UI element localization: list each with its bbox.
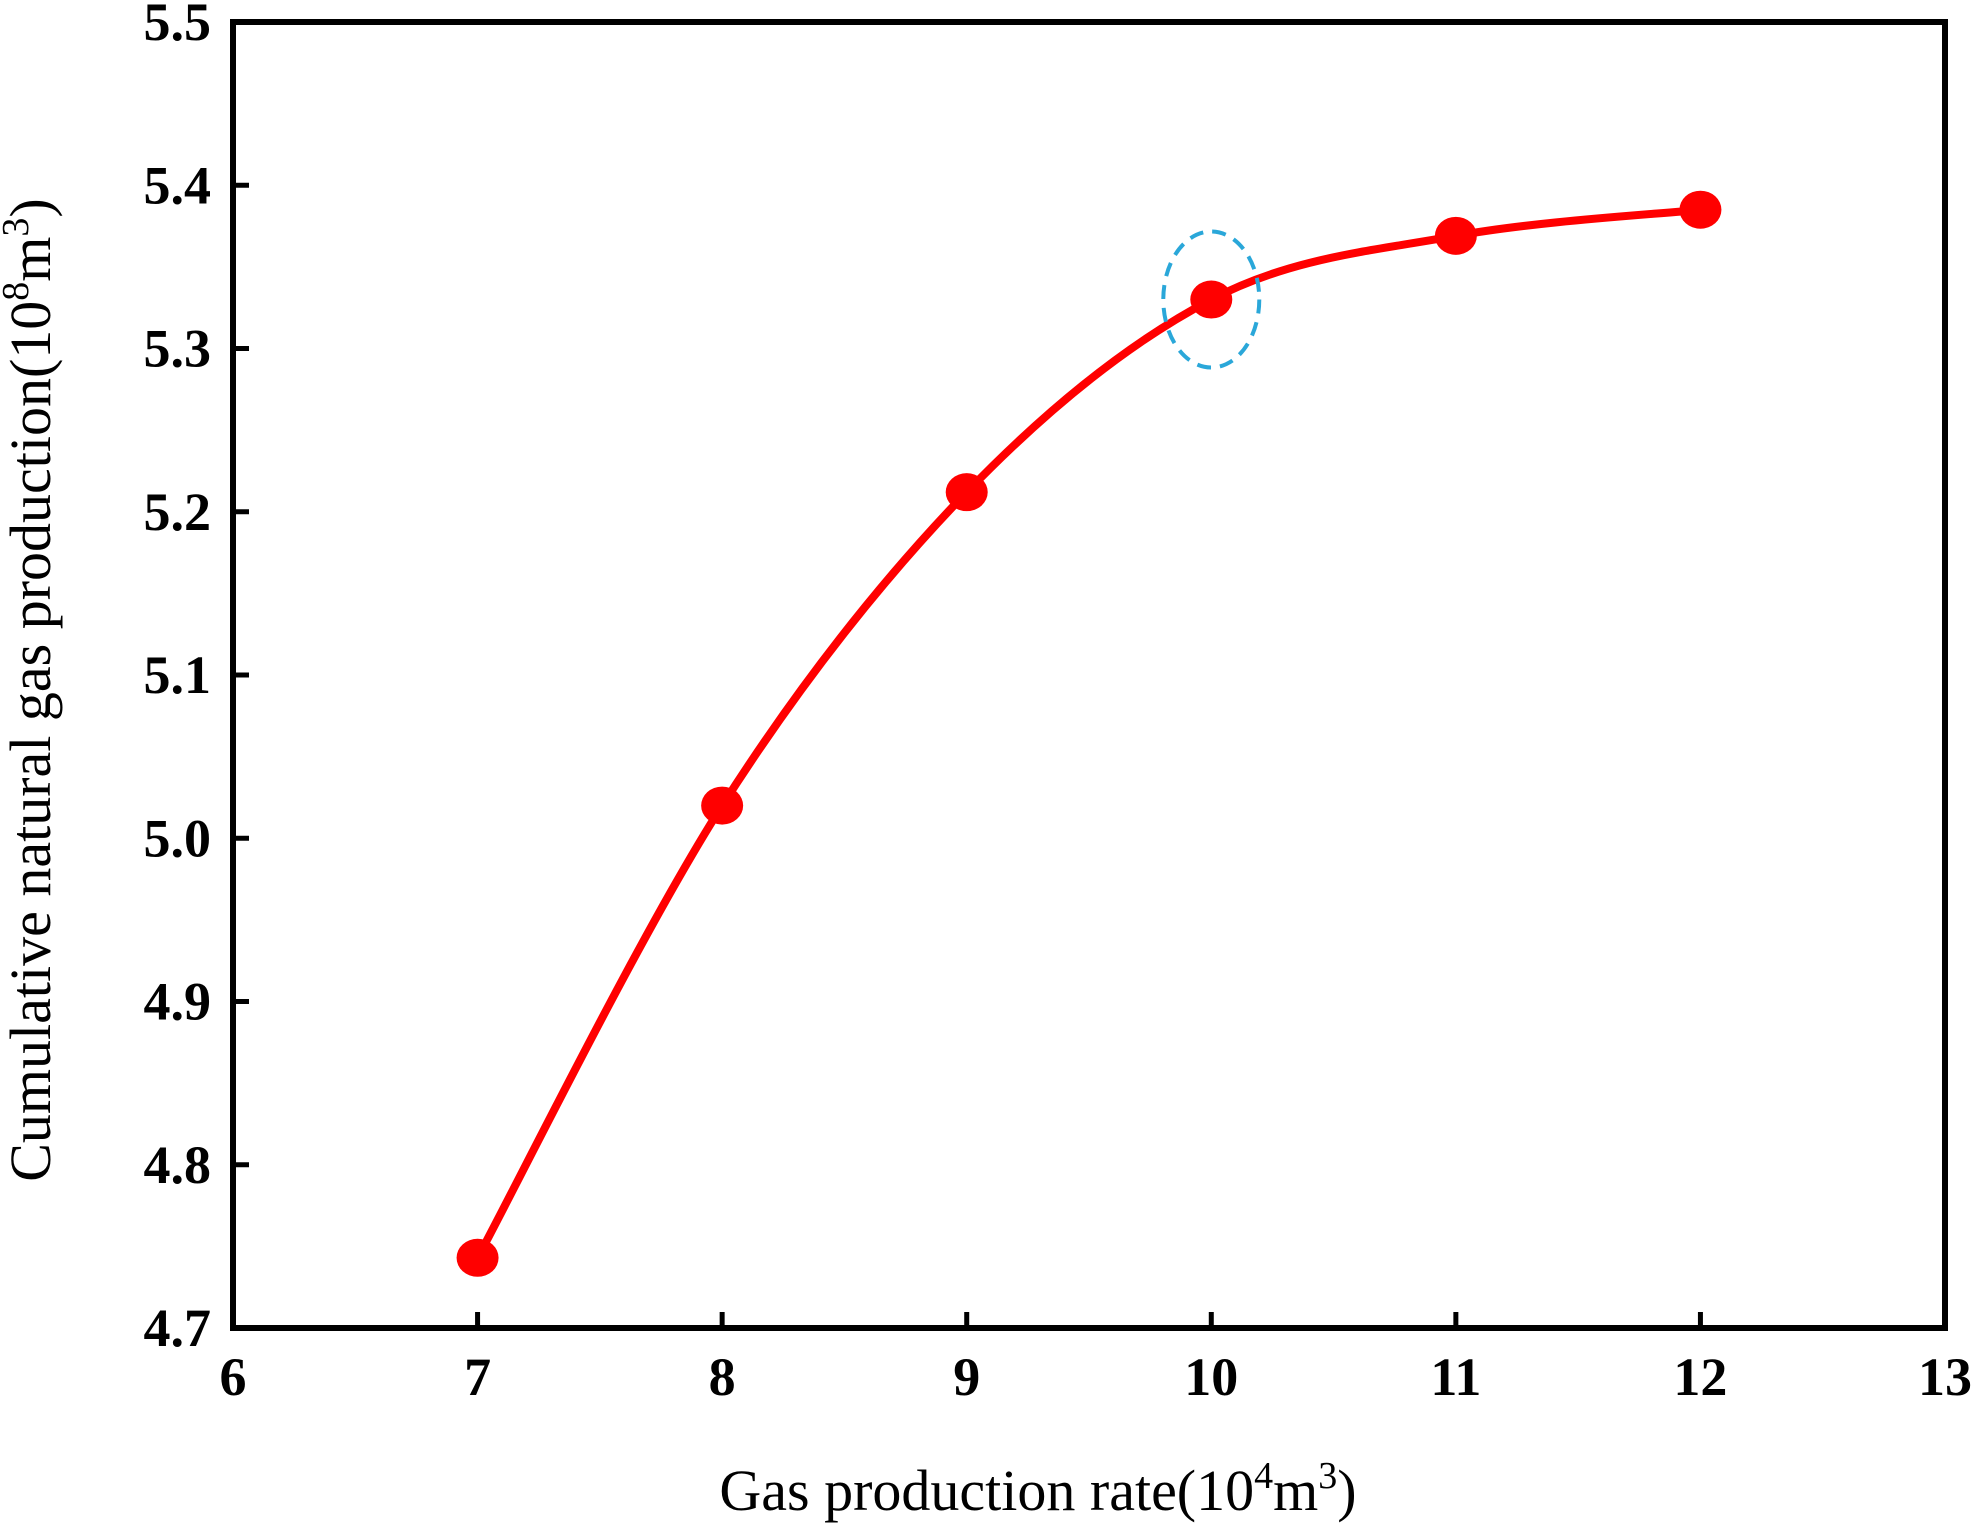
data-point — [1434, 216, 1477, 255]
series-line — [473, 205, 1705, 1262]
x-tick-label: 11 — [1430, 1347, 1481, 1407]
x-tick-label: 9 — [953, 1347, 980, 1407]
x-tick-label: 6 — [220, 1347, 247, 1407]
data-point — [456, 1238, 499, 1277]
data-point — [945, 473, 988, 512]
y-tick-label: 5.4 — [144, 155, 212, 215]
x-axis-label: Gas production rate(104m3) — [719, 1455, 1356, 1523]
y-tick-label: 4.7 — [144, 1298, 212, 1358]
series-layer — [456, 190, 1722, 1277]
y-axis-label: Cumulative natural gas production(108m3) — [0, 198, 63, 1182]
y-tick-label: 5.5 — [144, 0, 212, 52]
axes — [230, 19, 1948, 1331]
y-tick-label: 5.3 — [144, 319, 212, 379]
y-tick-label: 5.1 — [144, 645, 212, 705]
tick-labels: 6 7 8 9 10 11 12 13 4.7 4.8 4.9 5.0 5.1 5.2 5.3 5.4 5.5 — [144, 0, 1973, 1407]
x-tick-label: 13 — [1918, 1347, 1972, 1407]
y-tick-label: 5.2 — [144, 482, 212, 542]
x-tick-label: 7 — [464, 1347, 491, 1407]
data-point — [1679, 190, 1722, 229]
y-tick-label: 5.0 — [144, 808, 212, 868]
data-point — [701, 786, 744, 825]
y-tick-label: 4.8 — [144, 1135, 212, 1195]
y-tick-label: 4.9 — [144, 972, 212, 1032]
data-point — [1190, 280, 1233, 319]
annotation-layer — [1161, 229, 1262, 370]
highlight-ellipse — [1161, 229, 1262, 370]
x-tick-label: 10 — [1184, 1347, 1238, 1407]
x-tick-label: 12 — [1673, 1347, 1727, 1407]
x-tick-label: 8 — [709, 1347, 736, 1407]
